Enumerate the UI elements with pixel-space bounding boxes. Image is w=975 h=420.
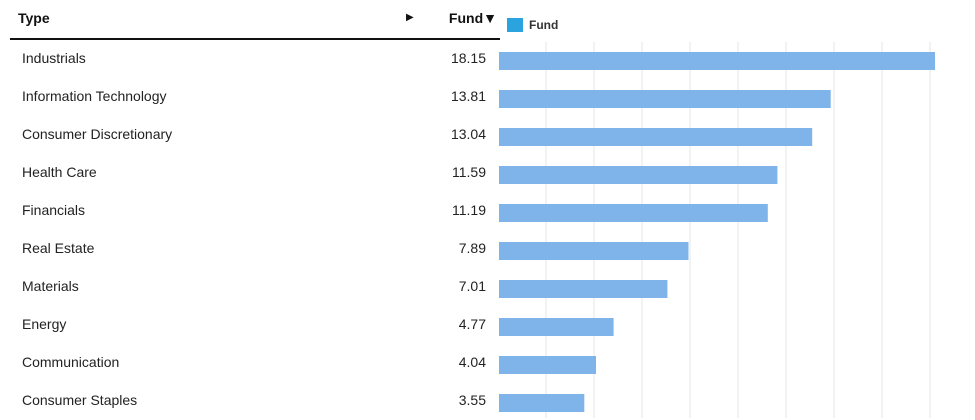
type-column-header: Type [18, 10, 50, 26]
sector-value: 3.55 [458, 392, 486, 408]
sector-label: Consumer Discretionary [22, 126, 173, 142]
table-row: Consumer Discretionary 13.04 [10, 116, 500, 154]
table-row: Health Care 11.59 [10, 154, 500, 192]
table-row: Consumer Staples 3.55 [10, 382, 500, 420]
table-row: Information Technology 13.81 [10, 78, 500, 116]
sector-value: 7.01 [458, 278, 486, 294]
sector-value: 18.15 [450, 50, 486, 66]
sector-label: Health Care [22, 164, 97, 180]
bar-materials[interactable] [499, 280, 668, 298]
sector-label: Financials [22, 202, 86, 218]
sort-desc-icon: ▼ [483, 10, 497, 26]
legend-swatch [507, 18, 523, 32]
table-row: Communication 4.04 [10, 344, 500, 382]
bar-consumer-staples[interactable] [499, 394, 585, 412]
bar-information-technology[interactable] [499, 90, 831, 108]
sector-label: Energy [22, 316, 67, 332]
chart-legend: Fund [507, 17, 558, 33]
sector-label: Real Estate [22, 240, 95, 256]
sector-label: Information Technology [22, 88, 167, 104]
sector-value: 13.81 [450, 88, 486, 104]
sector-value: 11.19 [452, 202, 486, 218]
table-row: Industrials 18.15 [10, 40, 500, 78]
expand-arrow-icon[interactable]: ▶ [406, 12, 414, 23]
table-row: Materials 7.01 [10, 268, 500, 306]
bar-real-estate[interactable] [499, 242, 689, 260]
fund-header-label: Fund [448, 10, 484, 26]
table-row: Financials 11.19 [10, 192, 500, 230]
sector-label: Communication [22, 354, 120, 370]
bar-consumer-discretionary[interactable] [499, 128, 813, 146]
bar-energy[interactable] [499, 318, 614, 336]
bar-communication[interactable] [499, 356, 596, 374]
fund-column-header[interactable]: Fund▼ [449, 10, 497, 26]
sector-label: Consumer Staples [22, 392, 138, 408]
sector-value: 13.04 [450, 126, 486, 142]
sector-label: Industrials [22, 50, 86, 66]
bar-industrials[interactable] [499, 52, 935, 70]
legend-label: Fund [529, 18, 559, 32]
sector-value: 7.89 [458, 240, 486, 256]
bar-financials[interactable] [499, 204, 768, 222]
table-row: Energy 4.77 [10, 306, 500, 344]
table-row: Real Estate 7.89 [10, 230, 500, 268]
table-header: Type ▶ Fund▼ [10, 0, 500, 40]
sector-value: 11.59 [452, 164, 486, 180]
sector-label: Materials [22, 278, 79, 294]
sector-value: 4.04 [458, 354, 486, 370]
bar-health-care[interactable] [499, 166, 778, 184]
sector-value: 4.77 [458, 316, 486, 332]
